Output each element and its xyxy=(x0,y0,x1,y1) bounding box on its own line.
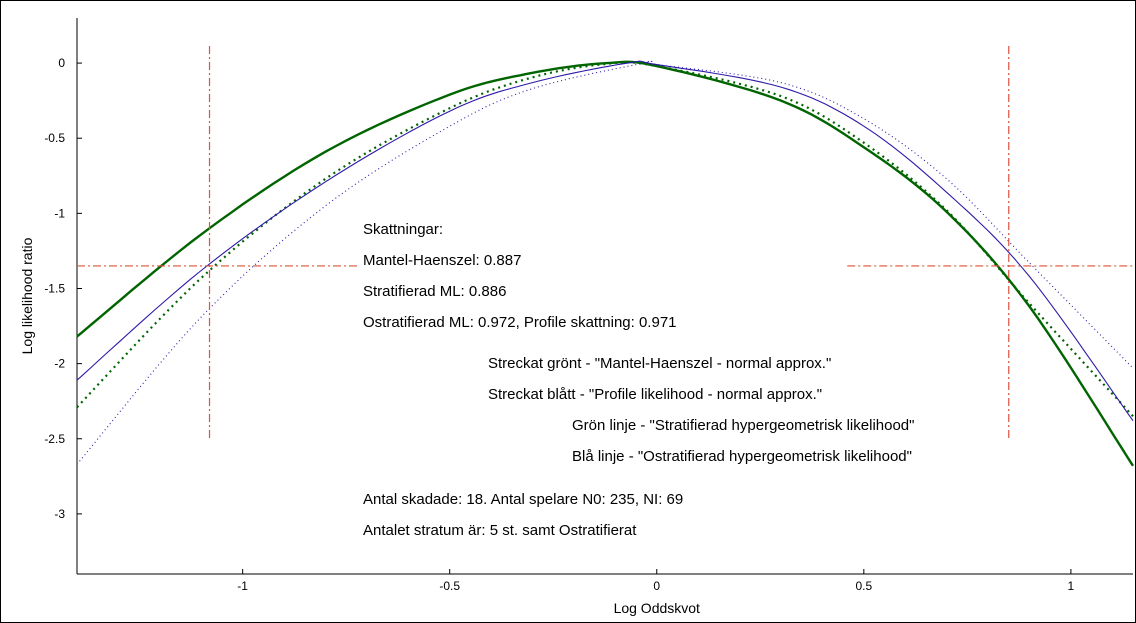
x-tick-label: 0.5 xyxy=(855,579,872,593)
annotation-legend-dotted-blue: Streckat blått - "Profile likelihood - n… xyxy=(488,386,822,403)
y-tick-label: -3 xyxy=(54,507,65,521)
series-line-1 xyxy=(76,61,1134,417)
y-tick-label: 0 xyxy=(58,56,65,70)
series-layer xyxy=(76,60,1135,467)
y-tick-label: -1 xyxy=(54,206,65,220)
x-tick-label: -1 xyxy=(237,579,248,593)
y-tick-label: -2 xyxy=(54,357,65,371)
x-tick-label: -0.5 xyxy=(439,579,460,593)
x-axis-label: Log Oddskvot xyxy=(614,600,700,616)
series-line-3 xyxy=(76,60,1134,465)
annotation-mantel-haenszel: Mantel-Haenszel: 0.887 xyxy=(363,252,521,269)
annotation-sample-counts: Antal skadade: 18. Antal spelare N0: 235… xyxy=(363,491,683,508)
annotation-strata-count: Antalet stratum är: 5 st. samt Ostratifi… xyxy=(363,522,637,539)
y-axis-label: Log likelihood ratio xyxy=(19,237,35,354)
annotation-legend-solid-blue: Blå linje - "Ostratifierad hypergeometri… xyxy=(572,448,912,465)
axes xyxy=(76,18,1133,575)
annotation-legend-solid-green: Grön linje - "Stratifierad hypergeometri… xyxy=(572,417,914,434)
annotation-estimates-heading: Skattningar: xyxy=(363,221,443,238)
x-tick-label: 1 xyxy=(1068,579,1075,593)
reference-lines xyxy=(77,46,1133,440)
x-tick-label: 0 xyxy=(653,579,660,593)
annotation-legend-dotted-green: Streckat grönt - "Mantel-Haenszel - norm… xyxy=(488,355,831,372)
ticks: -1 -0.5 0 0.5 1 0 -0.5 -1 -1.5 -2 -2.5 -3 xyxy=(44,56,1074,593)
y-tick-label: -1.5 xyxy=(44,281,65,295)
series-line-2 xyxy=(76,60,1134,422)
y-tick-label: -2.5 xyxy=(44,432,65,446)
series-line-0 xyxy=(76,60,1135,467)
annotation-stratified-ml: Stratifierad ML: 0.886 xyxy=(363,283,506,300)
annotation-unstratified-ml: Ostratifierad ML: 0.972, Profile skattni… xyxy=(363,314,677,331)
y-tick-label: -0.5 xyxy=(44,131,65,145)
